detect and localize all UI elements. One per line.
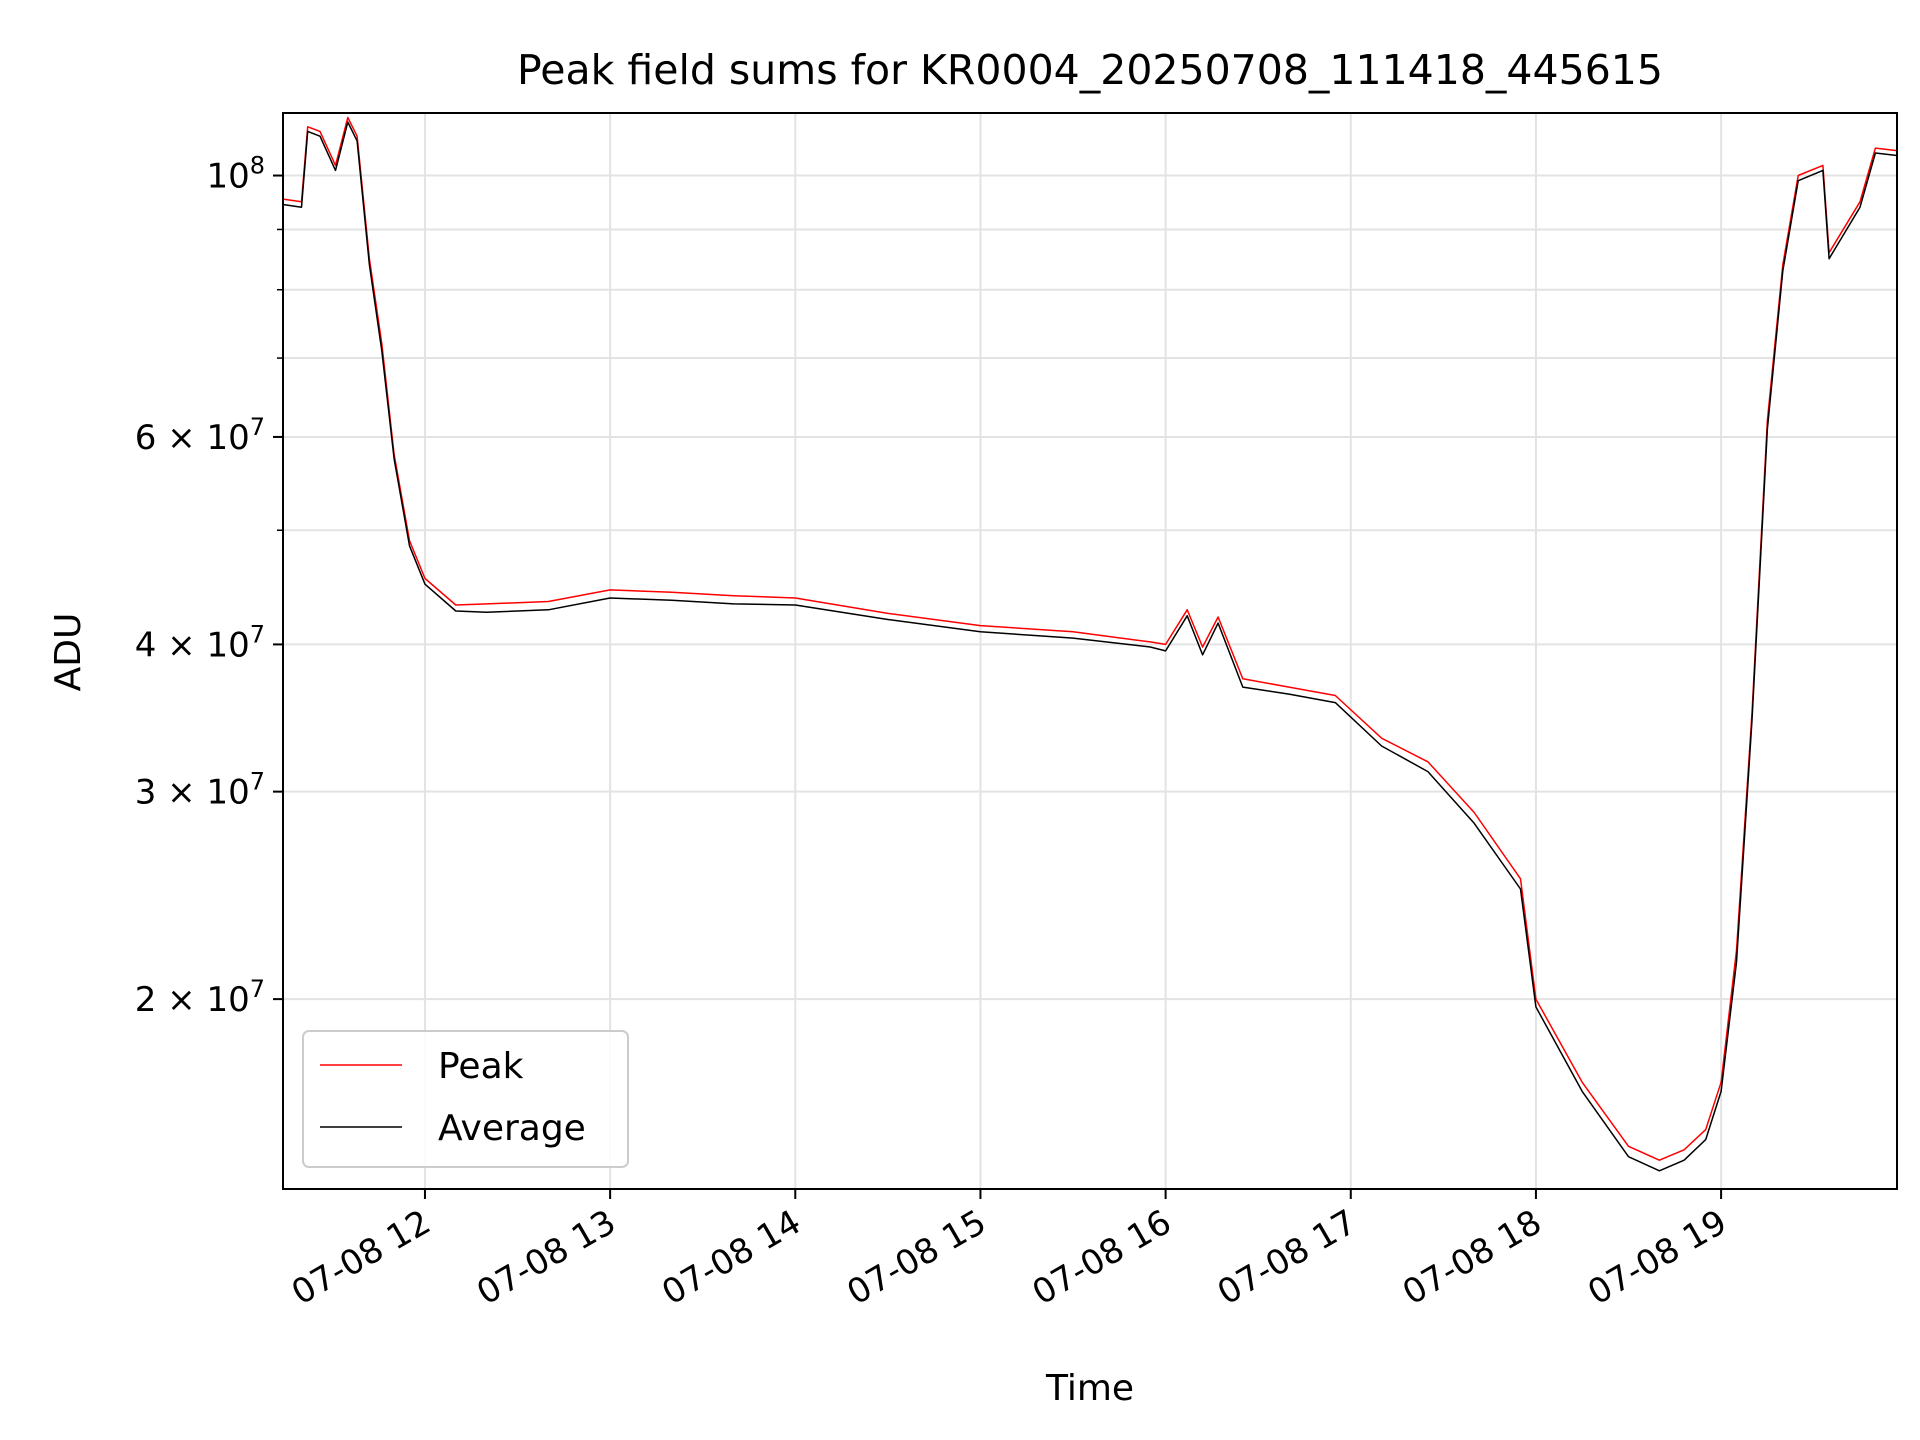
y-tick-label: 4 × 107 (135, 620, 265, 665)
y-tick-label: 3 × 107 (135, 768, 265, 813)
chart-title: Peak field sums for KR0004_20250708_1114… (517, 46, 1663, 94)
legend: Peak Average (302, 1030, 629, 1168)
legend-label-peak: Peak (438, 1046, 524, 1087)
y-tick-label: 108 (206, 152, 265, 197)
legend-label-average: Average (438, 1108, 586, 1149)
y-tick-label: 2 × 107 (135, 975, 265, 1020)
plot-lines (282, 116, 1898, 1172)
y-axis-label: ADU (48, 613, 89, 692)
y-tick-label: 6 × 107 (135, 413, 265, 458)
x-axis-label: Time (1045, 1368, 1134, 1409)
plot-frame (282, 112, 1898, 1190)
grid (283, 113, 1897, 1189)
series-line-average (282, 121, 1898, 1172)
